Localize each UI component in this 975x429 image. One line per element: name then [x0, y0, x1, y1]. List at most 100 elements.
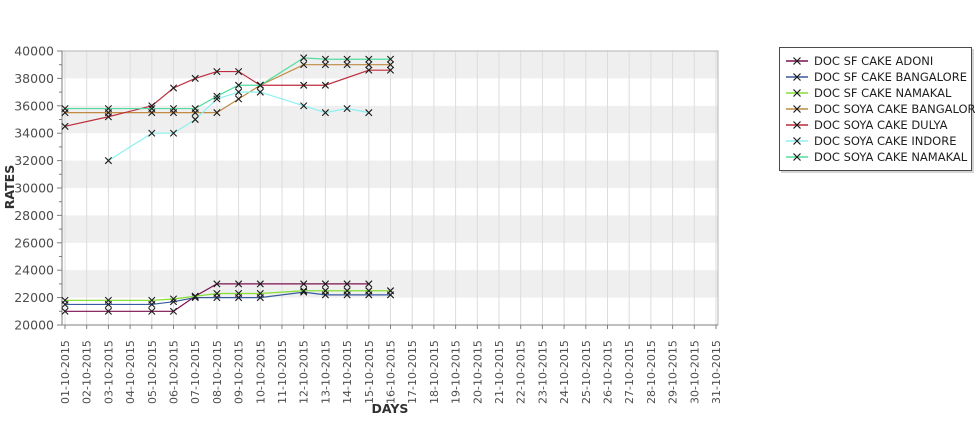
data-point-marker: [148, 296, 156, 304]
legend-series-marker-icon: [786, 105, 808, 113]
data-point-marker: [148, 104, 156, 113]
data-point-marker: [235, 81, 243, 89]
x-tick-label: 01-10-2015: [59, 340, 72, 404]
legend-label: DOC SOYA CAKE BANGALORE: [814, 102, 975, 116]
data-point-marker: [343, 104, 351, 113]
data-point-marker: [235, 88, 243, 96]
x-tick-label: 28-10-2015: [645, 340, 658, 404]
data-point-marker: [104, 307, 112, 315]
legend-item: DOC SOYA CAKE NAMAKAL: [786, 149, 967, 165]
data-point-marker: [365, 61, 373, 69]
x-tick-label: 17-10-2015: [406, 340, 419, 404]
series-line: [65, 283, 369, 312]
data-point-marker: [300, 81, 308, 89]
series-line: [64, 69, 391, 127]
legend-series-marker-icon: [786, 137, 808, 145]
data-point-marker: [300, 61, 308, 69]
legend-series-marker-icon: [786, 73, 808, 81]
x-tick-label: 09-10-2015: [233, 340, 246, 404]
data-point-marker: [386, 66, 395, 74]
data-point-marker: [300, 288, 308, 296]
x-tick-label: 26-10-2015: [602, 340, 615, 404]
legend-item: DOC SOYA CAKE DULYA: [786, 117, 964, 133]
data-point-marker: [256, 81, 264, 89]
legend-item: DOC SF CAKE NAMAKAL: [786, 85, 964, 101]
data-point-marker: [386, 61, 395, 69]
data-point-marker: [191, 74, 199, 82]
x-tick-label: 18-10-2015: [428, 340, 441, 404]
x-tick-label: 05-10-2015: [146, 340, 159, 404]
x-tick-label: 12-10-2015: [298, 340, 311, 404]
y-tick-label: 24000: [14, 263, 54, 278]
x-tick-label: 10-10-2015: [254, 340, 267, 404]
data-point-marker: [256, 289, 264, 298]
x-tick-label: 13-10-2015: [319, 340, 332, 404]
legend-label: DOC SOYA CAKE DULYA: [814, 118, 948, 132]
data-point-marker: [300, 54, 308, 62]
data-point-marker: [61, 307, 69, 315]
legend: DOC SF CAKE ADONI DOC SF CAKE BANGALORE DO…: [779, 47, 975, 171]
data-point-marker: [365, 55, 373, 63]
data-point-marker: [148, 307, 156, 315]
x-tick-label: 04-10-2015: [124, 340, 137, 404]
data-point-marker: [169, 104, 178, 113]
data-point-marker: [365, 287, 373, 295]
y-tick-label: 38000: [14, 71, 54, 86]
x-tick-label: 14-10-2015: [341, 340, 354, 404]
legend-series-marker-icon: [786, 153, 808, 161]
x-tick-label: 03-10-2015: [102, 340, 115, 404]
y-tick-label: 20000: [14, 318, 54, 333]
data-point-marker: [169, 295, 178, 303]
data-point-marker: [104, 296, 112, 304]
data-point-marker: [61, 296, 69, 304]
data-point-marker: [256, 280, 264, 288]
data-point-marker: [235, 289, 243, 298]
data-point-marker: [365, 280, 373, 288]
data-point-marker: [191, 292, 199, 300]
data-point-marker: [321, 81, 329, 89]
data-point-marker: [213, 280, 221, 288]
x-axis-title: DAYS: [372, 401, 409, 416]
data-point-marker: [213, 109, 221, 117]
x-tick-label: 27-10-2015: [623, 340, 636, 404]
data-point-marker: [386, 55, 395, 63]
data-point-marker: [343, 61, 351, 69]
x-tick-label: 11-10-2015: [276, 340, 289, 404]
data-point-marker: [256, 88, 264, 96]
legend-item: DOC SF CAKE BANGALORE: [786, 69, 967, 85]
data-point-marker: [104, 113, 112, 121]
data-point-marker: [169, 307, 178, 315]
legend-series-marker-icon: [786, 57, 808, 65]
legend-label: DOC SF CAKE ADONI: [814, 54, 934, 68]
y-tick-label: 30000: [14, 181, 54, 196]
y-tick-label: 40000: [14, 44, 54, 59]
x-tick-label: 02-10-2015: [81, 340, 94, 404]
y-tick-label: 32000: [14, 153, 54, 168]
data-point-marker: [148, 102, 156, 110]
data-point-marker: [235, 67, 243, 76]
data-point-marker: [213, 67, 221, 76]
data-point-marker: [365, 109, 373, 117]
data-point-marker: [61, 104, 69, 113]
data-point-marker: [365, 66, 373, 74]
data-point-marker: [300, 287, 308, 295]
data-point-marker: [300, 280, 308, 288]
y-axis-title: RATES: [2, 165, 17, 209]
y-tick-label: 28000: [14, 208, 54, 223]
x-tick-label: 15-10-2015: [363, 340, 376, 404]
data-point-marker: [169, 129, 178, 137]
data-point-marker: [321, 61, 329, 69]
x-tick-label: 08-10-2015: [211, 340, 224, 404]
data-point-marker: [300, 102, 308, 110]
data-point-marker: [343, 287, 351, 295]
data-point-marker: [343, 55, 351, 63]
data-point-marker: [213, 289, 221, 298]
y-tick-label: 26000: [14, 235, 54, 250]
legend-series-marker-icon: [786, 89, 808, 97]
data-point-marker: [104, 157, 112, 165]
x-tick-label: 16-10-2015: [385, 340, 398, 404]
data-point-marker: [61, 122, 69, 130]
x-tick-label: 19-10-2015: [450, 340, 463, 404]
legend-label: DOC SF CAKE NAMAKAL: [814, 86, 952, 100]
